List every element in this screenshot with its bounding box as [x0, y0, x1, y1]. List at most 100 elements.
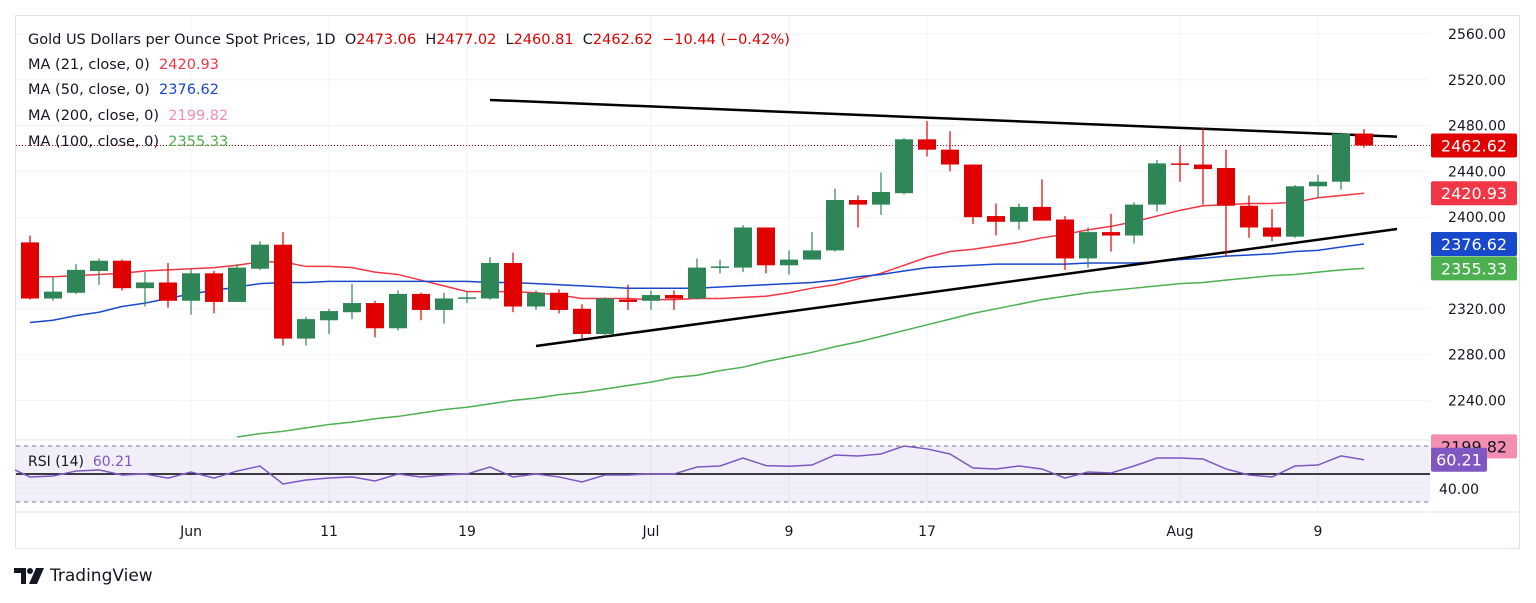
price-label: 2376.62 [1441, 235, 1507, 254]
candle-body [182, 273, 200, 301]
x-tick-label: 17 [918, 524, 936, 540]
candle-body [113, 260, 131, 289]
rsi-line [14, 445, 1365, 485]
candle-body [1194, 164, 1212, 170]
candle-body [895, 139, 913, 194]
candle-body [964, 164, 982, 218]
price-label-box [1431, 181, 1517, 206]
candle-body [803, 250, 821, 260]
candle [44, 276, 62, 301]
close-value: 2462.62 [592, 32, 653, 48]
candle-body [1286, 186, 1304, 237]
rsi-value-label: 60.21 [1436, 451, 1482, 470]
candle [918, 121, 936, 157]
high-value: 2477.02 [436, 32, 497, 48]
candle-body [1056, 219, 1074, 259]
candle [642, 290, 660, 310]
candle-body [1309, 181, 1327, 187]
candle [1102, 213, 1120, 252]
brand-name: TradingView [50, 566, 153, 586]
candle-body [136, 282, 154, 289]
indicator-label: MA (200, close, 0) [28, 108, 160, 124]
candle-body [251, 244, 269, 269]
candle-body [872, 192, 890, 205]
candle [711, 259, 729, 274]
rsi-legend[interactable]: RSI (14) 60.21 [28, 454, 133, 470]
candle [619, 284, 637, 310]
indicator-label: MA (100, close, 0) [28, 134, 160, 150]
candle-body [849, 200, 867, 205]
candle-body [941, 149, 959, 165]
candle [987, 203, 1005, 236]
low-label: L [505, 32, 514, 48]
candle-body [228, 267, 246, 302]
open-label: O [344, 32, 357, 48]
candle [205, 271, 223, 314]
candle-body [665, 295, 683, 299]
candle-body [320, 311, 338, 321]
candle [1033, 179, 1051, 221]
price-label-box [1431, 133, 1517, 158]
indicator-value: 2420.93 [159, 57, 220, 73]
candle [1171, 146, 1189, 182]
candle [21, 235, 39, 300]
candle-body [527, 292, 545, 307]
candle [1056, 216, 1074, 270]
price-label: 2420.93 [1441, 184, 1507, 203]
candle-body [366, 303, 384, 329]
x-tick-label: Jul [642, 524, 660, 540]
indicator-ma50[interactable]: MA (50, close, 0) 2376.62 [28, 81, 219, 99]
price-label: 2355.33 [1441, 259, 1507, 278]
y-tick-label: 2280.00 [1448, 348, 1506, 364]
candle-body [297, 319, 315, 339]
x-tick-label: 9 [785, 524, 794, 540]
candle [964, 164, 982, 225]
candle [1217, 149, 1235, 257]
candle [780, 250, 798, 275]
candle-body [1102, 232, 1120, 236]
candle [1332, 132, 1350, 190]
y-tick-label: 2520.00 [1448, 73, 1506, 89]
price-label-box [1431, 231, 1517, 256]
candle [1286, 185, 1304, 238]
indicator-label: MA (50, close, 0) [28, 82, 150, 98]
candle-body [780, 259, 798, 266]
candle-body [1148, 163, 1166, 205]
candle-body [918, 139, 936, 150]
candle-body [550, 292, 568, 310]
candle-body [412, 293, 430, 310]
indicator-value: 2376.62 [159, 82, 220, 98]
candle-body [826, 200, 844, 251]
candle-body [1355, 133, 1373, 146]
indicator-ma21[interactable]: MA (21, close, 0) 2420.93 [28, 56, 219, 74]
candle-body [987, 216, 1005, 222]
candle-body [711, 266, 729, 268]
indicator-ma200[interactable]: MA (200, close, 0) 2199.82 [28, 107, 228, 125]
indicator-ma100[interactable]: MA (100, close, 0) 2355.33 [28, 133, 228, 151]
candle-body [458, 297, 476, 299]
candle [1240, 195, 1258, 238]
candle-body [389, 293, 407, 329]
tradingview-logo[interactable]: TradingView [14, 566, 153, 586]
candle [1125, 202, 1143, 244]
trendline-0 [489, 98, 1398, 138]
candle [90, 258, 108, 285]
candle-body [688, 267, 706, 299]
candle [1309, 174, 1327, 198]
candle [688, 258, 706, 300]
candle-body [67, 269, 85, 293]
x-tick-label: 19 [458, 524, 476, 540]
y-tick-label: 2560.00 [1448, 27, 1506, 43]
candle [435, 292, 453, 324]
candle [596, 297, 614, 337]
candle [550, 289, 568, 314]
candle-body [274, 244, 292, 339]
price-pane [16, 98, 1430, 438]
x-tick-label: Aug [1166, 524, 1193, 540]
candle-body [642, 295, 660, 301]
chart-frame [15, 15, 1520, 549]
candle [458, 291, 476, 304]
candle [803, 232, 821, 260]
candle-body [619, 299, 637, 302]
